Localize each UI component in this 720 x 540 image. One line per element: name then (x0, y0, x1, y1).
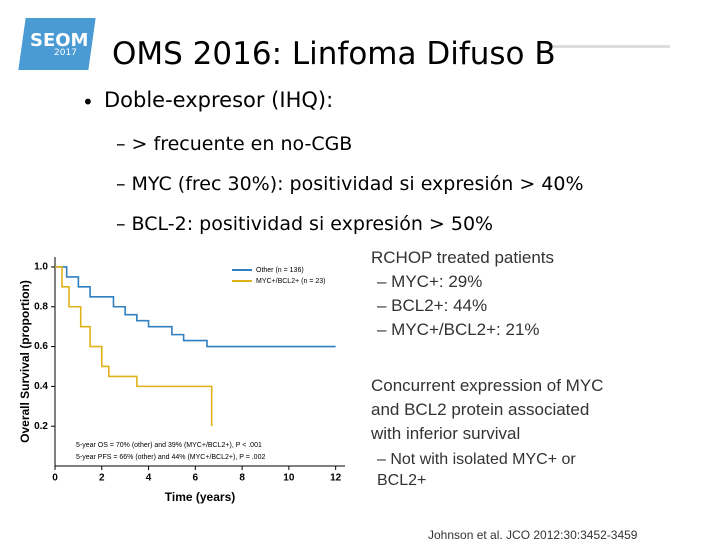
x-tick-label: 4 (146, 473, 152, 484)
logo-year: 2017 (54, 48, 77, 58)
sub-bullet: – BCL-2: positividad si expresión > 50% (116, 213, 494, 235)
series-line (55, 266, 336, 348)
legend-label: MYC+/BCL2+ (n = 23) (256, 278, 325, 285)
y-tick-label: 0.8 (34, 301, 48, 312)
y-tick-label: 0.6 (34, 341, 48, 352)
y-tick-label: 0.4 (34, 381, 48, 392)
logo: SEOM (30, 30, 89, 51)
heading: RCHOP treated patients (371, 248, 554, 267)
rule (550, 45, 670, 48)
x-tick-label: 10 (283, 473, 295, 484)
title: OMS 2016: Linfoma Difuso B (112, 36, 556, 72)
bullet-dot: • (82, 90, 94, 114)
item: – MYC+: 29% (377, 272, 483, 291)
series-line (55, 266, 213, 427)
legend-label: Other (n = 136) (256, 267, 304, 274)
y-tick-label: 1.0 (34, 262, 48, 273)
y-axis-label: Overall Survival (proportion) (18, 280, 32, 443)
y-tick-label: 0.2 (34, 421, 48, 432)
annotation: 5-year PFS = 66% (other) and 44% (MYC+/B… (76, 454, 265, 461)
item: – BCL2+: 44% (377, 296, 488, 315)
sub-bullet: – > frecuente en no-CGB (116, 133, 353, 155)
sub-bullet: – MYC (frec 30%): positividad si expresi… (116, 173, 584, 195)
x-tick-label: 6 (193, 473, 199, 484)
figure-text: RCHOP treated patients – MYC+: 29% – BCL… (371, 246, 621, 491)
x-tick-label: 8 (239, 473, 245, 484)
citation: Johnson et al. JCO 2012:30:3452-3459 (428, 528, 638, 540)
chart: 0.2 0.4 0.6 0.8 1.0 0 2 4 6 8 10 12 Time (years) Over… (18, 257, 345, 504)
x-tick-label: 2 (99, 473, 105, 484)
annotation: 5-year OS = 70% (other) and 39% (MYC+/BC… (76, 442, 262, 449)
figure: RCHOP treated patients – MYC+: 29% – BCL… (0, 243, 720, 540)
bullet: Doble-expresor (IHQ): (104, 88, 334, 112)
item: – Not with isolated MYC+ or BCL2+ (377, 451, 576, 489)
heading: Concurrent expression of MYC and BCL2 pr… (371, 376, 604, 443)
x-tick-label: 12 (330, 473, 342, 484)
item: – MYC+/BCL2+: 21% (377, 320, 540, 339)
x-axis-label: Time (years) (165, 490, 235, 504)
x-tick-label: 0 (52, 473, 58, 484)
